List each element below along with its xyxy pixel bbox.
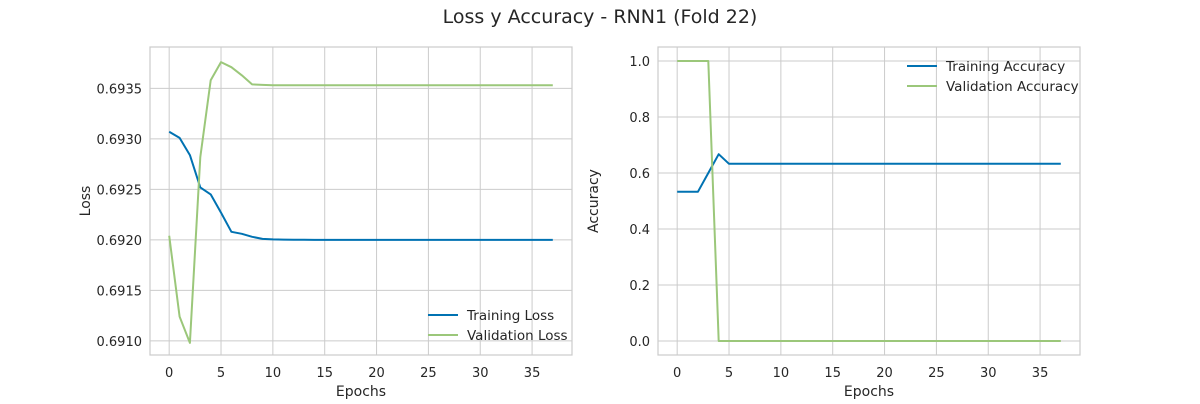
x-tick-label: 0 xyxy=(673,366,681,381)
legend-label: Validation Accuracy xyxy=(946,79,1079,95)
y-axis-label: Loss xyxy=(78,186,94,217)
x-axis-label: Epochs xyxy=(844,384,894,400)
y-tick-label: 0.6930 xyxy=(97,133,143,148)
x-tick-label: 30 xyxy=(472,366,489,381)
series-line xyxy=(168,61,553,344)
plot-frame xyxy=(149,46,573,356)
y-tick-label: 0.2 xyxy=(629,279,650,294)
y-axis-label: Accuracy xyxy=(586,169,602,233)
loss-chart: 0 5 10 15 20 25 30 35 0.6910 0.6915 0.6920 0.6925 0.… xyxy=(78,46,573,400)
series-line xyxy=(168,130,553,241)
x-tick-label: 20 xyxy=(368,366,385,381)
series-line xyxy=(677,60,1061,342)
x-tick-label: 35 xyxy=(524,366,541,381)
plot-frame xyxy=(657,46,1081,356)
y-tick-label: 0.6925 xyxy=(97,183,143,198)
y-tick-label: 0.6 xyxy=(629,167,650,182)
x-tick-label: 10 xyxy=(773,366,790,381)
x-tick-label: 0 xyxy=(165,366,173,381)
accuracy-chart: 0 5 10 15 20 25 30 35 0.0 0.2 0.4 0.6 0.8 1.0 Epochs Ac… xyxy=(586,46,1081,400)
figure-title: Loss y Accuracy - RNN1 (Fold 22) xyxy=(443,6,758,28)
y-tick-label: 0.4 xyxy=(629,223,650,238)
x-tick-label: 25 xyxy=(928,366,945,381)
x-tick-label: 25 xyxy=(420,366,437,381)
legend-label: Training Accuracy xyxy=(945,59,1065,75)
x-tick-label: 5 xyxy=(725,366,733,381)
y-tick-label: 0.6915 xyxy=(97,284,143,299)
x-tick-label: 10 xyxy=(265,366,282,381)
y-tick-label: 0.8 xyxy=(629,111,650,126)
x-tick-label: 15 xyxy=(316,366,333,381)
y-tick-label: 0.6910 xyxy=(97,335,143,350)
y-tick-label: 0.0 xyxy=(629,335,650,350)
series-line xyxy=(677,153,1061,193)
x-axis-label: Epochs xyxy=(336,384,386,400)
x-tick-label: 15 xyxy=(824,366,841,381)
y-tick-label: 1.0 xyxy=(629,55,650,70)
y-tick-label: 0.6935 xyxy=(97,82,143,97)
legend-label: Validation Loss xyxy=(467,328,568,344)
x-tick-label: 30 xyxy=(980,366,997,381)
y-tick-label: 0.6920 xyxy=(97,234,143,249)
legend-label: Training Loss xyxy=(466,308,554,324)
x-tick-label: 5 xyxy=(217,366,225,381)
x-tick-label: 35 xyxy=(1032,366,1049,381)
x-tick-label: 20 xyxy=(876,366,893,381)
